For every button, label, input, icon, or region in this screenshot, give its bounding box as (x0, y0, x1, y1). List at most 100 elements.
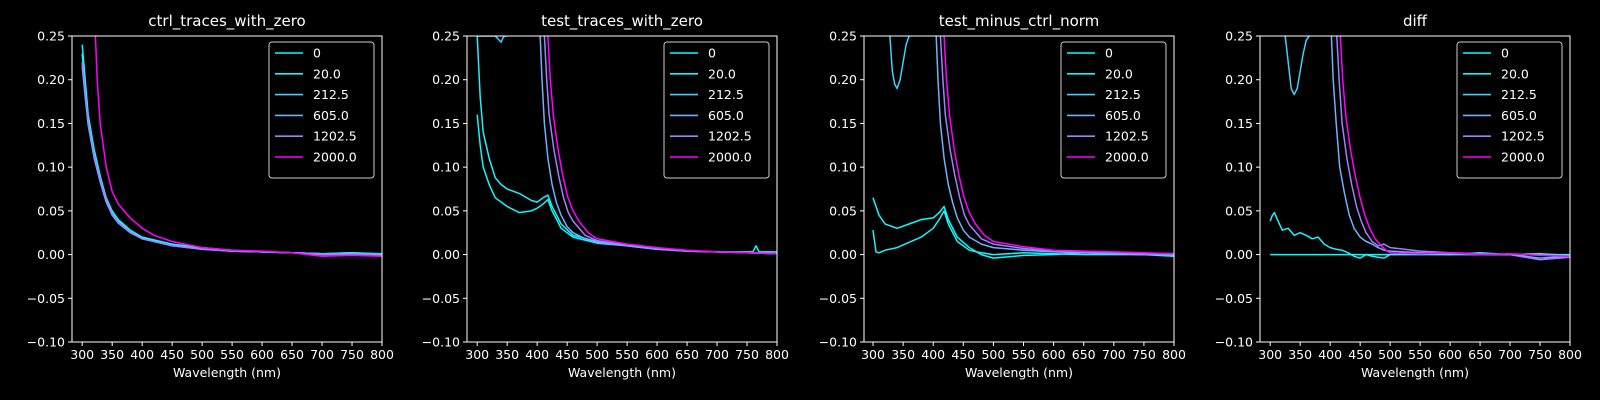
x-tick-label: 350 (1288, 347, 1312, 362)
legend: 0 20.0 212.5 605.0 1202.5 2000.0 (663, 41, 770, 179)
x-tick-label: 750 (1132, 347, 1156, 362)
x-tick-label: 750 (1528, 347, 1552, 362)
legend-box (1060, 41, 1167, 179)
legend: 0 20.0 212.5 605.0 1202.5 2000.0 (268, 41, 375, 179)
y-tick-label: 0.25 (37, 29, 65, 44)
series-line-0 (872, 197, 1174, 259)
x-tick-label: 400 (1318, 347, 1342, 362)
x-tick-label: 500 (1378, 347, 1402, 362)
legend-box (1456, 41, 1563, 179)
x-tick-label: 450 (555, 347, 579, 362)
x-tick-label: 400 (130, 347, 154, 362)
y-tick-label: 0.10 (1225, 160, 1253, 175)
y-tick-label: −0.05 (27, 291, 65, 306)
x-tick-label: 650 (280, 347, 304, 362)
legend-label: 20.0 (708, 66, 736, 81)
series-group (476, 36, 777, 255)
y-tick-label: 0.00 (1225, 247, 1253, 262)
legend-label: 20.0 (1105, 66, 1133, 81)
x-axis-label: Wavelength (nm) (173, 365, 281, 380)
legend-label: 212.5 (313, 87, 349, 102)
legend-label: 212.5 (708, 87, 744, 102)
y-tick-label: 0.20 (432, 72, 460, 87)
series-line-605-0 (935, 36, 1174, 256)
series-line-2000-0 (943, 36, 1174, 255)
series-line-1202-5 (939, 36, 1174, 256)
x-tick-label: 300 (861, 347, 885, 362)
legend-label: 605.0 (1501, 108, 1537, 123)
series-line-2000-0 (1339, 36, 1570, 258)
x-tick-label: 450 (160, 347, 184, 362)
chart-title: test_traces_with_zero (541, 12, 703, 31)
y-tick-label: −0.10 (422, 335, 460, 350)
legend: 0 20.0 212.5 605.0 1202.5 2000.0 (1060, 41, 1167, 179)
x-tick-label: 450 (951, 347, 975, 362)
y-tick-label: 0.10 (432, 160, 460, 175)
series-group (1269, 36, 1570, 261)
y-tick-label: 0.05 (829, 203, 857, 218)
y-tick-label: 0.10 (37, 160, 65, 175)
y-tick-label: 0.00 (37, 247, 65, 262)
series-group (81, 36, 382, 258)
y-tick-label: 0.15 (432, 116, 460, 131)
y-tick-label: 0.25 (432, 29, 460, 44)
x-tick-label: 300 (465, 347, 489, 362)
plot-frame (71, 35, 383, 343)
y-tick-label: −0.10 (1215, 335, 1253, 350)
x-axis-label: Wavelength (nm) (568, 365, 676, 380)
legend-label: 1202.5 (313, 129, 357, 144)
x-tick-label: 650 (675, 347, 699, 362)
x-tick-label: 650 (1468, 347, 1492, 362)
y-tick-label: 0.05 (1225, 203, 1253, 218)
y-tick-label: 0.15 (37, 116, 65, 131)
y-tick-label: 0.20 (1225, 72, 1253, 87)
legend-box (663, 41, 770, 179)
x-tick-label: 750 (340, 347, 364, 362)
legend-label: 605.0 (708, 108, 744, 123)
y-tick-label: 0.20 (829, 72, 857, 87)
x-tick-label: 700 (705, 347, 729, 362)
x-tick-label: 550 (220, 347, 244, 362)
x-tick-label: 500 (190, 347, 214, 362)
y-tick-label: −0.05 (422, 291, 460, 306)
legend-label: 605.0 (1105, 108, 1141, 123)
x-tick-label: 300 (1258, 347, 1282, 362)
x-tick-label: 550 (615, 347, 639, 362)
x-tick-label: 400 (525, 347, 549, 362)
legend-label: 2000.0 (1501, 150, 1545, 165)
y-tick-label: 0.00 (432, 247, 460, 262)
y-tick-label: −0.10 (27, 335, 65, 350)
legend-label: 212.5 (1501, 87, 1537, 102)
x-tick-label: 750 (735, 347, 759, 362)
x-tick-label: 600 (1438, 347, 1462, 362)
panel-test-traces-with-zero: test_traces_with_zero 0.25 0.20 0.15 0.10 0.0… (422, 12, 789, 380)
plot-frame (466, 35, 778, 343)
y-tick-label: −0.05 (1215, 291, 1253, 306)
y-tick-label: −0.10 (819, 335, 857, 350)
x-tick-label: 800 (1162, 347, 1186, 362)
legend-label: 1202.5 (1105, 129, 1149, 144)
panel-diff: diff 0.25 0.20 0.15 0.10 0.05 0.00 −0.05 −0.10 30… (1215, 12, 1582, 380)
x-axis-label: Wavelength (nm) (965, 365, 1073, 380)
x-tick-label: 350 (100, 347, 124, 362)
x-tick-label: 600 (250, 347, 274, 362)
y-tick-label: 0.00 (829, 247, 857, 262)
legend-label: 2000.0 (313, 150, 357, 165)
legend-label: 0 (1501, 46, 1509, 61)
legend-label: 605.0 (313, 108, 349, 123)
legend-label: 2000.0 (708, 150, 752, 165)
y-tick-label: 0.15 (1225, 116, 1253, 131)
y-tick-label: 0.05 (432, 203, 460, 218)
y-tick-label: 0.25 (1225, 29, 1253, 44)
x-tick-label: 600 (1042, 347, 1066, 362)
y-tick-label: 0.25 (829, 29, 857, 44)
chart-title: ctrl_traces_with_zero (148, 12, 305, 31)
x-tick-label: 500 (585, 347, 609, 362)
panel-test-minus-ctrl-norm: test_minus_ctrl_norm 0.25 0.20 0.15 0.10 0.05… (819, 12, 1186, 380)
series-line-212-5 (1284, 36, 1310, 96)
legend-label: 0 (313, 46, 321, 61)
panel-ctrl-traces-with-zero: ctrl_traces_with_zero 0.25 0.20 0.15 0.10 0.0… (27, 12, 394, 380)
legend-box (268, 41, 375, 179)
legend-label: 0 (1105, 46, 1113, 61)
